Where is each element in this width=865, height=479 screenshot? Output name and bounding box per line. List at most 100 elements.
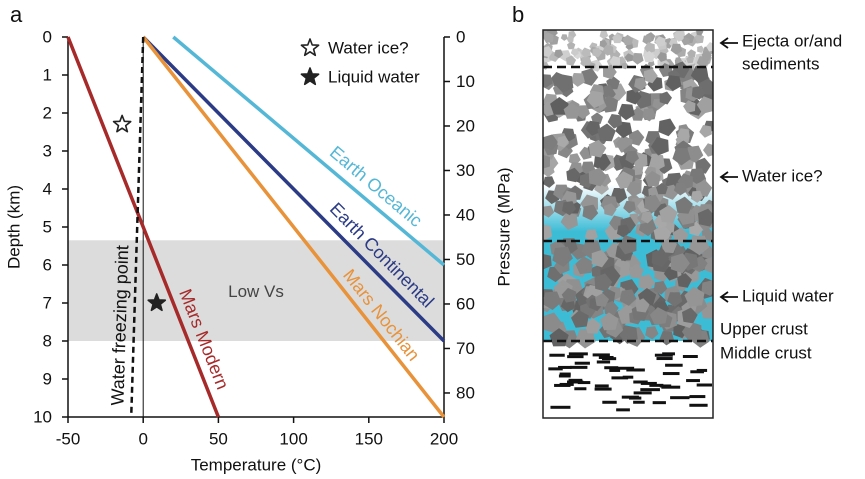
stone [594,273,613,292]
stone [599,30,609,40]
y2-tick-label: 70 [456,339,475,358]
stone [591,249,609,268]
stone [657,52,667,62]
stone [644,170,661,187]
stone [659,91,672,105]
stone [618,103,635,121]
rock-fragment [654,353,673,357]
x-tick-label: 50 [209,429,228,448]
stone [644,42,655,54]
panel-label: b [512,2,524,27]
y2-tick-label: 40 [456,205,475,224]
stone [670,253,690,274]
rock-fragment [633,400,645,404]
stone [672,227,689,244]
stone [624,53,634,62]
stone [690,65,709,84]
y-tick-label: 8 [43,331,52,350]
stone [584,318,601,334]
series-line [141,35,446,343]
stone [628,129,645,146]
x-tick-label: 150 [355,429,383,448]
stone [552,246,573,267]
stone [621,62,629,70]
stone [675,56,682,64]
stone [653,281,668,295]
stone [701,50,712,61]
rock-fragment [665,363,683,367]
stone [562,201,577,216]
stone [672,148,691,166]
y2-tick-label: 30 [456,161,475,180]
stone [625,150,639,164]
stone [543,134,559,151]
y-tick-label: 5 [43,217,52,236]
stone [561,287,577,303]
stone [699,125,712,138]
stone [622,34,634,46]
y-tick-label: 7 [43,293,52,312]
stone [595,293,609,307]
rock-fragment [549,353,565,357]
stone [619,325,638,344]
rock-fragment [633,391,652,395]
rock-fragment [670,396,690,400]
stone [615,171,634,189]
stone [642,35,653,45]
rock-fragment [640,381,657,385]
panel-label: a [10,2,23,27]
y-tick-label: 9 [43,369,52,388]
stone [543,312,562,333]
stone [697,45,705,53]
legend-symbol [300,38,320,57]
stone [575,256,594,275]
rock-fragment [689,395,706,399]
rock-fragment [682,355,698,359]
stone [703,143,713,157]
marker [147,293,167,312]
stone [543,176,555,188]
stone [600,312,619,331]
rock-fragment [662,372,680,376]
rock-fragment [689,403,708,407]
stone [653,225,672,243]
y-tick-label: 0 [43,27,52,46]
y2-tick-label: 20 [456,116,475,135]
rock-fragment [615,366,635,370]
rock-fragment [550,405,571,409]
stone [630,107,645,121]
stone [581,48,591,58]
stone [649,307,668,325]
stone [543,205,555,218]
y-tick-label: 1 [43,65,52,84]
stone [677,128,690,141]
stone [570,48,579,57]
rock-fragment [574,361,590,365]
column-frame [542,29,714,419]
rock-fragment [568,378,583,382]
stone [667,292,683,307]
series-label: Water freezing point [107,245,132,406]
rock-fragment [594,384,609,388]
stone [571,310,589,328]
legend-label: Water ice? [328,38,409,57]
stone [643,50,655,63]
x-axis-label: Temperature (°C) [191,455,322,474]
stone [651,249,670,268]
stone [554,74,574,93]
stone [543,254,552,270]
rock-fragment [559,372,571,376]
rock-fragment [558,365,572,369]
stone [609,55,621,68]
stone [612,33,623,44]
stone [597,123,616,142]
stone [677,273,692,288]
arrow [719,37,738,49]
stone [568,153,581,166]
stone [592,47,602,58]
stone [670,43,683,55]
stone [543,224,553,242]
series-line [66,36,221,418]
x-tick-label: 100 [279,429,307,448]
rock-fragment [640,388,660,392]
